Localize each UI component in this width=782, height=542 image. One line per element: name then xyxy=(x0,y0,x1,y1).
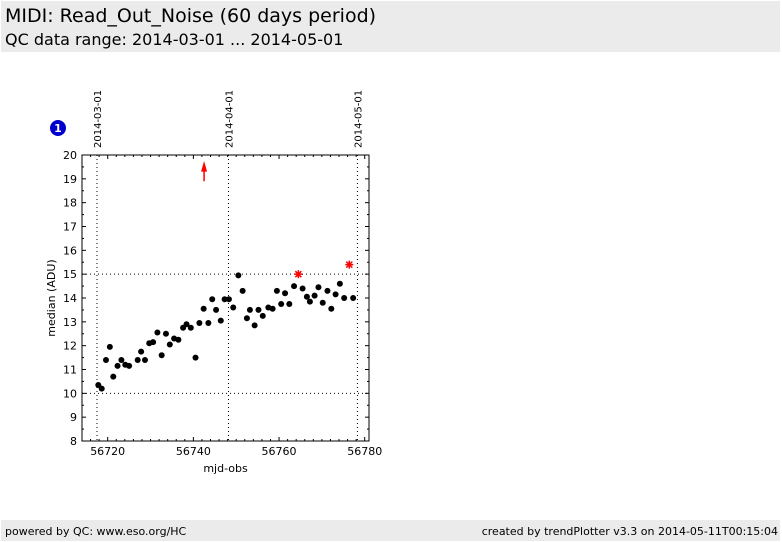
data-point xyxy=(269,305,276,312)
data-point xyxy=(114,362,121,369)
data-point xyxy=(278,300,285,307)
data-point xyxy=(175,336,182,343)
x-axis-label: mjd-obs xyxy=(203,462,248,475)
data-point xyxy=(102,356,109,363)
data-point xyxy=(106,343,113,350)
data-point xyxy=(162,330,169,337)
data-point xyxy=(251,322,258,329)
outlier-point xyxy=(345,260,354,269)
data-point xyxy=(110,373,117,380)
data-point xyxy=(134,356,141,363)
footer-powered-by: powered by QC: www.eso.org/HC xyxy=(5,525,187,538)
data-point xyxy=(209,296,216,303)
report-footer: powered by QC: www.eso.org/HC created by… xyxy=(1,520,780,541)
data-point xyxy=(138,348,145,355)
data-point xyxy=(166,341,173,348)
x-tick-label: 56720 xyxy=(90,445,125,458)
page-title: MIDI: Read_Out_Noise (60 days period) xyxy=(5,5,377,27)
y-tick-label: 8 xyxy=(70,435,77,448)
outlier-point xyxy=(294,270,303,279)
off-scale-arrow-head xyxy=(201,160,208,172)
data-point xyxy=(286,300,293,307)
data-point xyxy=(255,306,262,313)
data-point xyxy=(336,280,343,287)
data-point xyxy=(196,320,203,327)
y-axis-label: median (ADU) xyxy=(45,259,58,336)
date-marker-label: 2014-05-01 xyxy=(353,90,364,148)
y-tick-label: 15 xyxy=(63,268,77,281)
data-point xyxy=(259,312,266,319)
badge-circle xyxy=(50,120,66,136)
y-tick-label: 9 xyxy=(70,411,77,424)
data-point xyxy=(299,285,306,292)
data-point xyxy=(239,287,246,294)
data-point xyxy=(225,296,232,303)
data-point xyxy=(221,296,228,303)
badge-label: 1 xyxy=(54,122,62,135)
y-tick-label: 10 xyxy=(63,387,77,400)
data-point xyxy=(187,324,194,331)
data-point xyxy=(291,283,298,290)
data-point xyxy=(183,321,190,328)
data-point xyxy=(324,287,331,294)
data-point xyxy=(118,356,125,363)
data-point xyxy=(98,385,105,392)
data-point xyxy=(328,305,335,312)
data-point xyxy=(282,290,289,297)
data-point xyxy=(192,354,199,361)
data-point xyxy=(154,329,161,336)
x-tick-label: 56760 xyxy=(262,445,297,458)
data-point xyxy=(150,339,157,346)
y-tick-label: 14 xyxy=(63,292,77,305)
x-tick-label: 56780 xyxy=(347,445,382,458)
y-tick-label: 17 xyxy=(63,221,77,234)
footer-created-by: created by trendPlotter v3.3 on 2014-05-… xyxy=(481,525,778,538)
y-tick-label: 11 xyxy=(63,364,77,377)
data-point xyxy=(332,291,339,298)
y-tick-label: 12 xyxy=(63,340,77,353)
data-point xyxy=(350,295,357,301)
data-point xyxy=(200,305,207,312)
data-point xyxy=(205,320,212,327)
data-point xyxy=(273,287,280,294)
data-point xyxy=(306,298,313,305)
data-point xyxy=(311,292,318,299)
y-tick-label: 19 xyxy=(63,173,77,186)
data-point xyxy=(230,304,237,311)
data-point xyxy=(141,356,148,363)
data-point xyxy=(315,284,322,291)
data-point xyxy=(213,306,220,313)
data-point xyxy=(158,352,165,359)
data-point xyxy=(341,295,348,301)
data-point xyxy=(243,315,250,322)
date-range-subtitle: QC data range: 2014-03-01 ... 2014-05-01 xyxy=(5,30,344,49)
data-point xyxy=(319,299,326,306)
x-tick-label: 56740 xyxy=(176,445,211,458)
y-tick-label: 13 xyxy=(63,316,77,329)
data-point xyxy=(246,306,253,313)
data-point xyxy=(126,362,133,369)
data-point xyxy=(303,293,310,300)
date-marker-label: 2014-04-01 xyxy=(224,90,235,148)
y-tick-label: 20 xyxy=(63,149,77,162)
report-header: MIDI: Read_Out_Noise (60 days period) QC… xyxy=(1,1,780,52)
data-point xyxy=(235,272,242,279)
y-tick-label: 16 xyxy=(63,244,77,257)
data-point xyxy=(217,317,224,324)
y-tick-label: 18 xyxy=(63,197,77,210)
date-marker-label: 2014-03-01 xyxy=(93,90,104,148)
